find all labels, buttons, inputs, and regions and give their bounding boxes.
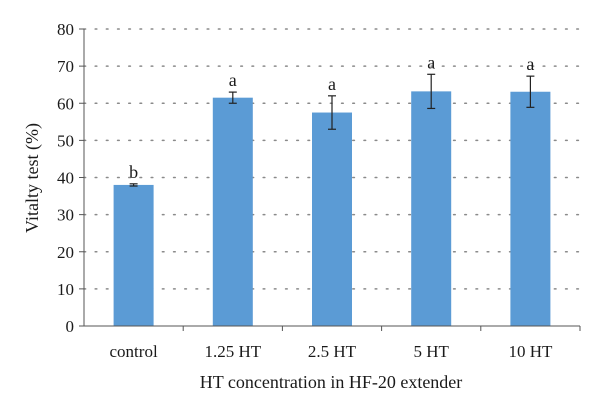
bar xyxy=(510,91,551,327)
bar xyxy=(212,97,253,327)
bar xyxy=(312,112,352,326)
y-tick-label: 0 xyxy=(66,317,75,336)
y-axis-title: Vitalty test (%) xyxy=(22,123,43,233)
labels: 0 10 20 30 40 50 60 70 80 b control a 1.25 HT a 2.5 HT… xyxy=(57,20,553,361)
y-tick-label: 80 xyxy=(57,20,74,39)
axes xyxy=(79,28,581,331)
significance-label: a xyxy=(526,54,534,74)
x-tick-label: 10 HT xyxy=(508,342,553,361)
x-tick-label: 2.5 HT xyxy=(308,342,357,361)
x-tick-label: 1.25 HT xyxy=(204,342,261,361)
x-tick-label: control xyxy=(110,342,158,361)
significance-label: a xyxy=(427,52,435,72)
significance-label: a xyxy=(229,70,237,90)
y-tick-label: 20 xyxy=(57,243,74,262)
y-tick-label: 50 xyxy=(57,131,74,150)
y-tick-label: 10 xyxy=(57,280,74,299)
bar xyxy=(113,184,154,326)
y-tick-label: 30 xyxy=(57,206,74,225)
bar xyxy=(411,91,452,327)
significance-label: a xyxy=(328,74,336,94)
x-axis-title: HT concentration in HF-20 extender xyxy=(200,372,463,392)
bars xyxy=(113,73,551,327)
x-tick-label: 5 HT xyxy=(413,342,449,361)
y-tick-label: 60 xyxy=(57,94,74,113)
significance-label: b xyxy=(129,162,138,182)
y-tick-label: 40 xyxy=(57,169,74,188)
y-tick-label: 70 xyxy=(57,57,74,76)
